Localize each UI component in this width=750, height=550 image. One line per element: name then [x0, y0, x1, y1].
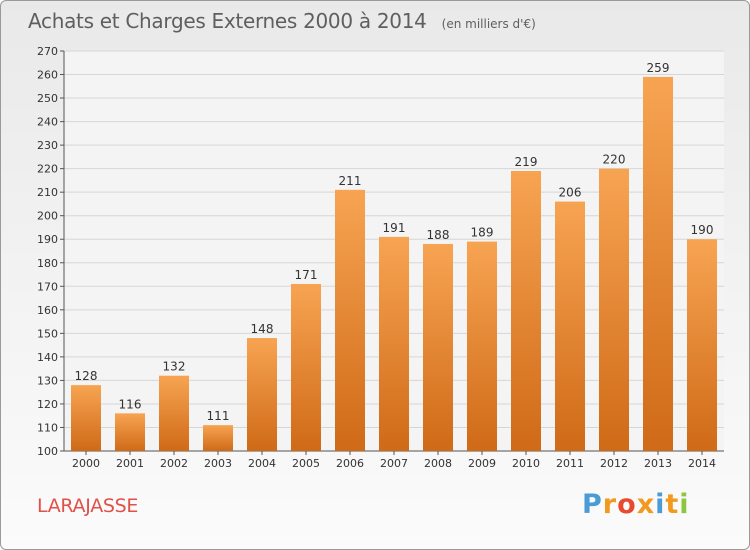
data-label: 220	[603, 153, 626, 167]
data-label: 189	[471, 226, 494, 240]
logo-letter: i	[655, 489, 666, 520]
y-tick-label: 100	[37, 445, 58, 458]
y-tick-label: 180	[37, 257, 58, 270]
y-tick-label: 170	[37, 280, 58, 293]
y-tick-label: 250	[37, 92, 58, 105]
x-tick-label: 2000	[72, 457, 100, 470]
bar	[467, 241, 497, 451]
y-tick-label: 160	[37, 304, 58, 317]
x-tick-label: 2007	[380, 457, 408, 470]
x-tick-label: 2011	[556, 457, 584, 470]
bar	[71, 385, 101, 451]
logo-letter: i	[679, 489, 690, 520]
x-tick-label: 2006	[336, 457, 364, 470]
x-tick-label: 2003	[204, 457, 232, 470]
y-tick-label: 140	[37, 351, 58, 364]
x-tick-label: 2009	[468, 457, 496, 470]
bar	[247, 338, 277, 451]
y-tick-label: 210	[37, 186, 58, 199]
bar	[687, 239, 717, 451]
proxiti-logo: Proxiti	[582, 489, 690, 520]
x-tick-label: 2005	[292, 457, 320, 470]
x-tick-label: 2012	[600, 457, 628, 470]
logo-letter: r	[602, 489, 618, 520]
data-label: 211	[339, 174, 362, 188]
data-label: 191	[383, 221, 406, 235]
y-tick-label: 120	[37, 398, 58, 411]
data-label: 259	[647, 61, 670, 75]
data-label: 111	[207, 409, 230, 423]
x-tick-label: 2004	[248, 457, 276, 470]
logo-letter: o	[617, 489, 637, 520]
x-tick-label: 2013	[644, 457, 672, 470]
title-row: Achats et Charges Externes 2000 à 2014 (…	[28, 9, 536, 33]
bar	[423, 243, 453, 451]
data-label: 188	[427, 228, 450, 242]
y-tick-label: 240	[37, 116, 58, 129]
y-tick-label: 270	[37, 45, 58, 58]
y-tick-label: 220	[37, 163, 58, 176]
logo-letter: t	[665, 489, 680, 520]
x-tick-label: 2010	[512, 457, 540, 470]
y-tick-label: 190	[37, 233, 58, 246]
y-tick-label: 110	[37, 421, 58, 434]
x-tick-label: 2008	[424, 457, 452, 470]
bar	[379, 236, 409, 451]
y-tick-label: 200	[37, 210, 58, 223]
x-tick-label: 2014	[688, 457, 716, 470]
y-tick-label: 130	[37, 374, 58, 387]
x-tick-label: 2002	[160, 457, 188, 470]
data-label: 128	[75, 369, 98, 383]
commune-name: LARAJASSE	[37, 495, 139, 517]
logo-letter: x	[636, 489, 656, 520]
logo-letter: P	[582, 489, 603, 520]
data-label: 116	[119, 397, 142, 411]
bar	[115, 413, 145, 451]
data-label: 171	[295, 268, 318, 282]
bar	[291, 283, 321, 451]
data-label: 148	[251, 322, 274, 336]
y-tick-label: 230	[37, 139, 58, 152]
bar	[643, 76, 673, 451]
bar	[511, 171, 541, 451]
chart-title: Achats et Charges Externes 2000 à 2014	[28, 9, 427, 33]
bar	[555, 201, 585, 451]
bar	[203, 425, 233, 451]
data-label: 190	[691, 223, 714, 237]
data-label: 132	[163, 360, 186, 374]
bar	[599, 168, 629, 451]
bar	[335, 189, 365, 451]
data-label: 206	[559, 186, 582, 200]
y-tick-label: 260	[37, 69, 58, 82]
data-label: 219	[515, 155, 538, 169]
bar	[159, 375, 189, 451]
x-tick-label: 2001	[116, 457, 144, 470]
y-tick-label: 150	[37, 327, 58, 340]
chart-subtitle: (en milliers d'€)	[441, 17, 536, 31]
